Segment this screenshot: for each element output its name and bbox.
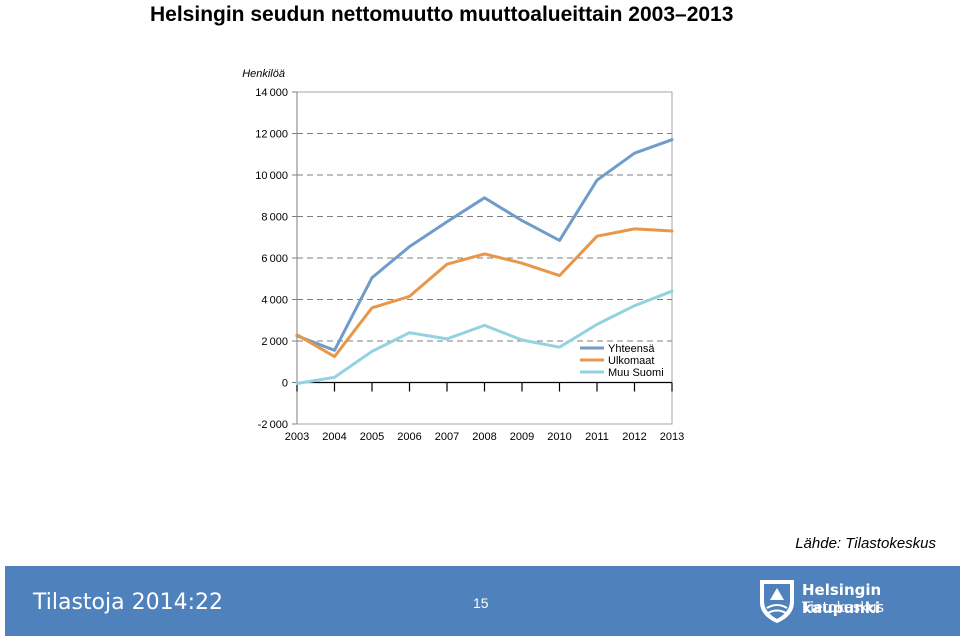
y-tick-label: 2 000: [261, 336, 288, 348]
series-line-ulkomaat: [295, 227, 674, 359]
y-tick-label: 6 000: [261, 253, 288, 265]
y-tick-label: 8 000: [261, 212, 288, 224]
legend-label: Yhteensä: [608, 343, 655, 355]
series-line-yhteensä: [295, 138, 674, 352]
footer-bar: Tilastoja 2014:22 15 Helsingin kaupunki …: [5, 566, 960, 636]
y-tick-label: 10 000: [255, 170, 288, 182]
x-tick-label: 2012: [622, 431, 646, 443]
source-note: Lähde: Tilastokeskus: [795, 535, 936, 552]
series-line-muu-suomi: [295, 289, 674, 385]
x-tick-label: 2007: [435, 431, 459, 443]
x-tick-label: 2008: [472, 431, 496, 443]
y-tick-label: 12 000: [255, 129, 288, 141]
x-tick-label: 2006: [397, 431, 421, 443]
y-tick-label: 14 000: [255, 87, 288, 99]
page-number: 15: [473, 595, 489, 611]
y-tick-label: 0: [282, 378, 288, 390]
helsinki-crest-icon: [760, 580, 794, 623]
publication-series-title: Tilastoja 2014:22: [33, 590, 223, 615]
legend-label: Ulkomaat: [608, 355, 654, 367]
x-tick-label: 2010: [547, 431, 571, 443]
chart-title: Helsingin seudun nettomuutto muuttoaluei…: [150, 3, 734, 26]
x-tick-label: 2009: [510, 431, 534, 443]
y-tick-label: -2 000: [258, 419, 288, 431]
legend-label: Muu Suomi: [608, 367, 664, 379]
x-tick-label: 2011: [585, 431, 609, 443]
org-unit: Tietokeskus: [802, 600, 885, 616]
y-tick-label: 4 000: [261, 295, 288, 307]
x-tick-label: 2013: [660, 431, 684, 443]
y-axis-label: Henkilöä: [242, 68, 285, 80]
org-name: Helsingin kaupunki: [802, 581, 882, 617]
x-tick-label: 2003: [285, 431, 309, 443]
x-tick-label: 2005: [360, 431, 384, 443]
line-chart: 14 000 12 000 10 000 8 000 6 000 4 000 2 000 0 -…: [242, 68, 684, 443]
x-tick-label: 2004: [322, 431, 346, 443]
